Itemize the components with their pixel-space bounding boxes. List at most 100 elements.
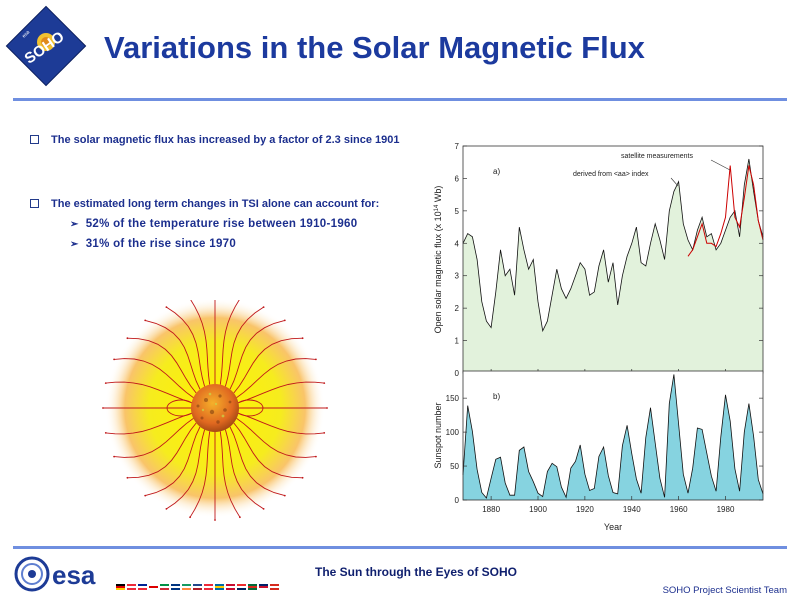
field-line-tip — [126, 476, 129, 479]
flag-stripe — [259, 588, 268, 590]
flag-stripe — [248, 588, 257, 590]
flag-stripe — [138, 586, 147, 588]
flag-stripe — [116, 584, 125, 586]
panel-a-ylabel: Open solar magnetic flux (x 1014 Wb) — [433, 186, 443, 334]
flag-stripe — [226, 588, 235, 590]
flag-stripe — [116, 588, 125, 590]
y-tick-label: 7 — [455, 142, 460, 151]
field-line-tip — [104, 432, 107, 434]
x-tick-label: 1940 — [623, 505, 641, 514]
field-line — [114, 358, 194, 398]
y-tick-label: 50 — [450, 462, 459, 471]
bullet-item-2: The estimated long term changes in TSI a… — [30, 198, 379, 210]
field-line — [145, 426, 201, 497]
checkbox-bullet-icon — [30, 134, 39, 144]
field-line-tip — [165, 306, 168, 308]
field-line — [105, 381, 192, 404]
flag-stripe — [127, 584, 136, 586]
panel-b: 0 50 100 150 1880 1900 1920 1940 1960 1980 b) — [446, 370, 764, 514]
field-line-tip — [104, 382, 107, 384]
flag-stripe — [182, 584, 191, 586]
flag-stripe — [160, 584, 169, 586]
sun-disk — [191, 384, 239, 432]
flag-stripe — [248, 586, 257, 588]
field-line-tip — [165, 508, 168, 510]
checkbox-bullet-icon — [30, 198, 39, 208]
flag-stripe — [215, 586, 224, 588]
flag-stripe — [182, 586, 191, 588]
field-line — [190, 300, 211, 385]
field-line-tip — [189, 516, 191, 519]
flag-stripe — [270, 588, 279, 590]
y-tick-label: 0 — [455, 496, 460, 505]
panel-a: 0 1 2 3 4 5 6 7 a) satellite measurements derived … — [455, 142, 764, 378]
flag-stripe — [259, 584, 268, 586]
field-line — [238, 381, 325, 404]
sunspot-area — [463, 374, 763, 500]
field-line — [145, 319, 201, 390]
y-tick-label: 4 — [455, 239, 460, 248]
flag-stripe — [248, 584, 257, 586]
flag-stripe — [171, 588, 180, 590]
y-tick-label: 5 — [455, 207, 460, 216]
flag-stripe — [149, 586, 158, 588]
y-tick-label: 6 — [455, 174, 460, 183]
flag-stripe — [182, 588, 191, 590]
bullet-2-text: The estimated long term changes in TSI a… — [51, 198, 380, 210]
flag-stripe — [171, 586, 180, 588]
field-line — [105, 412, 192, 435]
flag-stripe — [237, 588, 246, 590]
flag-stripe — [193, 586, 202, 588]
field-line-tip — [323, 382, 326, 384]
flag-stripe — [171, 584, 180, 586]
sub-bullet-2-text: 31% of the rise since 1970 — [85, 238, 237, 250]
x-tick-label: 1880 — [482, 505, 500, 514]
flag-stripe — [149, 584, 158, 586]
footer-tagline: The Sun through the Eyes of SOHO — [315, 565, 518, 579]
logo-small-text: esa — [21, 29, 31, 39]
flag-stripe — [237, 586, 246, 588]
y-tick-label: 100 — [446, 428, 460, 437]
field-line-tip — [262, 306, 265, 308]
esa-text: esa — [52, 560, 96, 590]
x-tick-label: 1980 — [717, 505, 735, 514]
flag-stripe — [204, 588, 213, 590]
panel-b-label: b) — [493, 392, 500, 401]
x-axis-label: Year — [604, 522, 622, 532]
flag-stripe — [215, 584, 224, 586]
field-lines — [102, 300, 328, 521]
flag-stripe — [226, 584, 235, 586]
aa-index-line — [462, 158, 764, 333]
field-line — [166, 429, 206, 510]
field-line-tip — [214, 519, 216, 521]
field-line-tip — [113, 455, 115, 458]
bullet-item-1: The solar magnetic flux has increased by… — [30, 134, 399, 146]
field-line — [233, 337, 303, 394]
field-line — [189, 431, 211, 518]
field-line — [114, 418, 194, 458]
bottom-divider — [13, 546, 787, 549]
flag-stripe — [204, 586, 213, 588]
field-line — [219, 431, 241, 518]
flag-stripe — [226, 586, 235, 588]
flag-stripe — [127, 586, 136, 588]
sun-magnetic-field-illustration — [102, 300, 328, 521]
sub-bullet-1: ➢ 52% of the temperature rise between 191… — [70, 218, 357, 230]
panel-b-background — [463, 371, 763, 500]
sunspot-line — [462, 374, 764, 499]
sub-bullet-1-text: 52% of the temperature rise between 1910… — [85, 218, 358, 230]
y-tick-label: 2 — [455, 304, 460, 313]
y-tick-label: 3 — [455, 272, 460, 281]
field-line-tip — [326, 407, 328, 409]
flag-stripe — [149, 588, 158, 590]
x-tick-label: 1900 — [529, 505, 547, 514]
field-line-tip — [283, 319, 286, 322]
flag-stripe — [160, 588, 169, 590]
field-line-tip — [102, 407, 104, 409]
flag-stripe — [270, 586, 279, 588]
arrow-bullet-icon: ➢ — [70, 219, 79, 230]
solar-flux-chart: 0 1 2 3 4 5 6 7 a) satellite measurements derived … — [433, 142, 764, 532]
field-line-tip — [144, 319, 147, 322]
field-line-tip — [262, 508, 265, 510]
field-line-tip — [301, 337, 304, 340]
